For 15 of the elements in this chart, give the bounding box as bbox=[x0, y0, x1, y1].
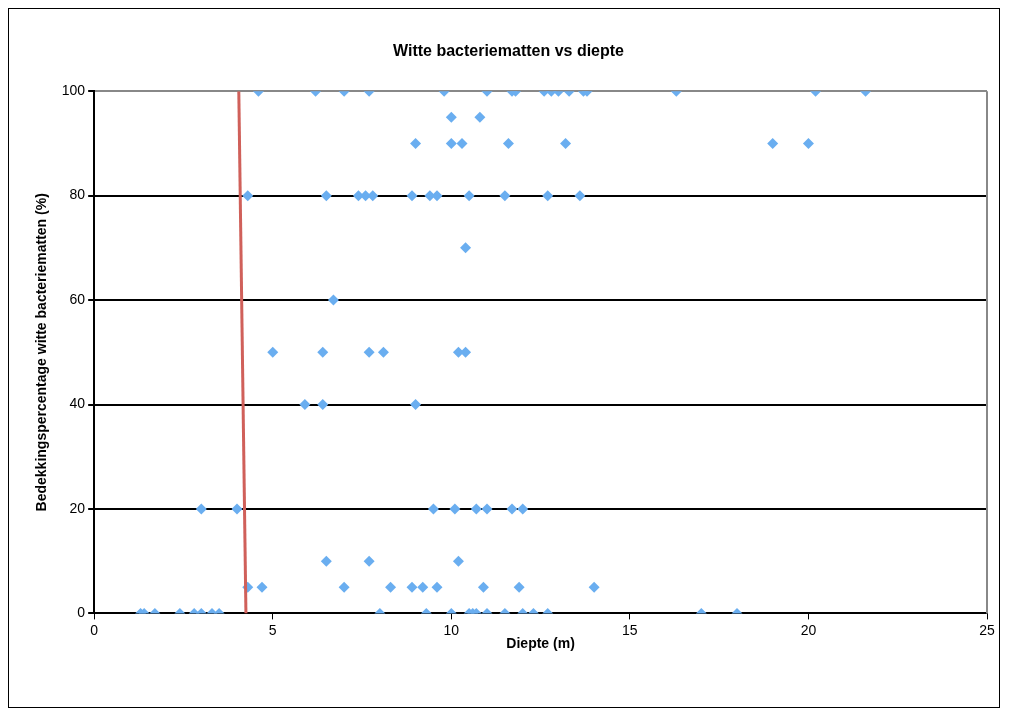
y-tick-label: 80 bbox=[69, 186, 86, 203]
y-tick-label: 20 bbox=[69, 499, 86, 516]
chart-title: Witte bacteriematten vs diepte bbox=[392, 42, 625, 60]
x-tick-label: 10 bbox=[443, 621, 460, 638]
x-tick-label: 25 bbox=[979, 621, 995, 638]
y-axis-title: Bedekkingspercentage witte bacteriematten (%) bbox=[33, 193, 50, 512]
x-tick-label: 5 bbox=[268, 621, 277, 638]
x-tick-label: 15 bbox=[622, 621, 638, 638]
x-tick-label: 0 bbox=[90, 621, 99, 638]
x-tick-label: 20 bbox=[800, 621, 817, 638]
y-tick-label: 0 bbox=[77, 604, 86, 621]
x-axis-title: Diepte (m) bbox=[506, 635, 575, 652]
y-tick-label: 40 bbox=[69, 395, 86, 412]
y-tick-label: 60 bbox=[69, 290, 86, 307]
y-tick-label: 100 bbox=[61, 82, 86, 99]
